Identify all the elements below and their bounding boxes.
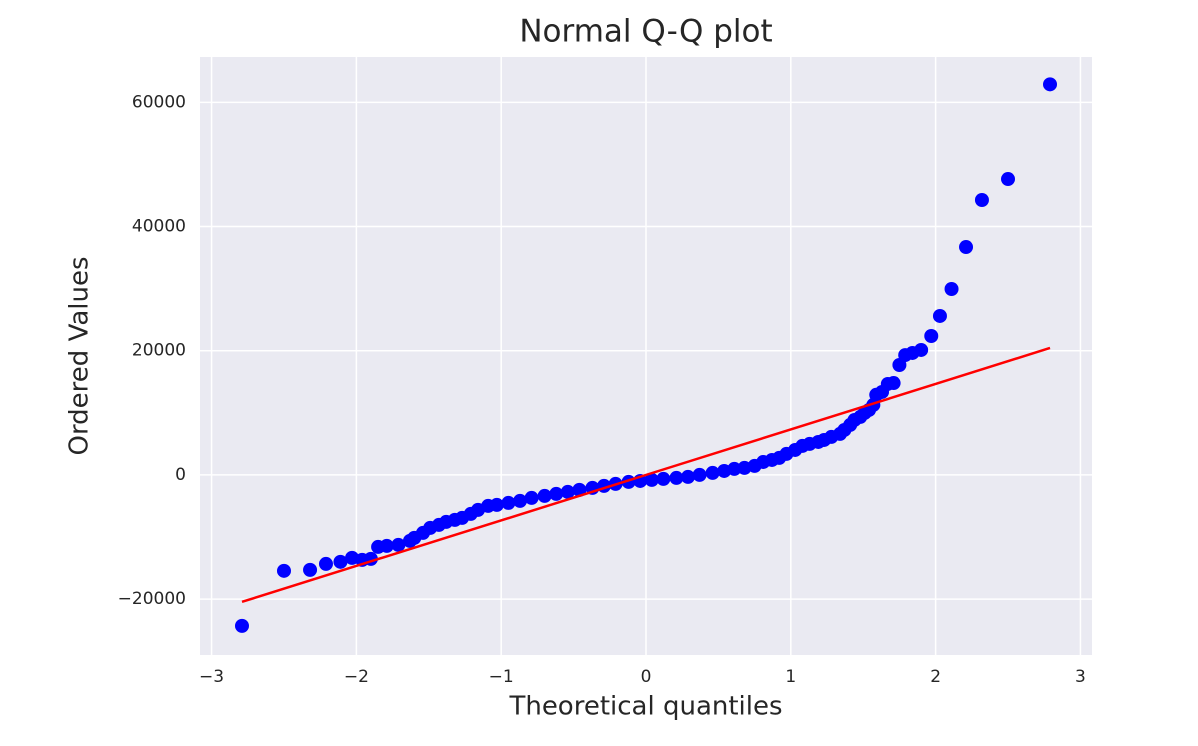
y-tick-label: 0 <box>175 465 186 485</box>
point <box>656 471 671 486</box>
x-tick-label: 0 <box>641 667 652 687</box>
x-tick-label: 1 <box>785 667 796 687</box>
point <box>944 281 959 296</box>
x-tick-label: 3 <box>1075 667 1086 687</box>
point <box>572 482 587 497</box>
y-tick-label: 20000 <box>132 341 186 361</box>
point <box>705 465 720 480</box>
point <box>402 533 417 548</box>
point <box>692 467 707 482</box>
point <box>892 358 907 373</box>
point <box>333 554 348 569</box>
point <box>932 308 947 323</box>
point <box>391 537 406 552</box>
point <box>560 484 575 499</box>
point <box>371 539 386 554</box>
point <box>345 550 360 565</box>
point <box>549 486 564 501</box>
point <box>717 463 732 478</box>
point <box>924 329 939 344</box>
point <box>318 556 333 571</box>
point <box>276 563 291 578</box>
x-tick-label: −3 <box>199 667 224 687</box>
x-tick-label: −1 <box>489 667 514 687</box>
chart-title: Normal Q-Q plot <box>519 14 772 50</box>
point <box>234 618 249 633</box>
point <box>524 490 539 505</box>
fit-line <box>241 346 1051 604</box>
point <box>644 472 659 487</box>
x-tick-label: −2 <box>344 667 369 687</box>
point <box>537 488 552 503</box>
x-tick-label: 2 <box>930 667 941 687</box>
y-axis-label: Ordered Values <box>65 256 95 455</box>
point <box>303 562 318 577</box>
point <box>737 460 752 475</box>
point <box>959 240 974 255</box>
point <box>501 495 516 510</box>
y-tick-label: −20000 <box>118 589 186 609</box>
point <box>669 470 684 485</box>
y-tick-label: 60000 <box>132 92 186 112</box>
y-tick-label: 40000 <box>132 217 186 237</box>
x-axis-label: Theoretical quantiles <box>508 692 782 722</box>
point <box>680 469 695 484</box>
point <box>1001 172 1016 187</box>
point <box>1043 77 1058 92</box>
point <box>974 193 989 208</box>
point <box>513 493 528 508</box>
